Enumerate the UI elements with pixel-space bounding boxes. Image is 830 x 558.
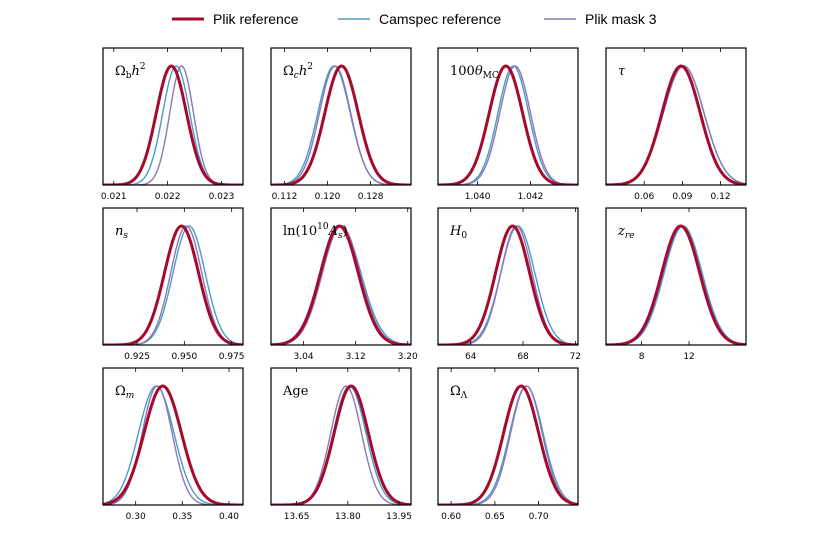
panel-frame [270,47,412,186]
x-tick-label: 0.021 [101,192,127,202]
x-tick-label: 1.040 [465,192,491,202]
x-tick-label: 0.023 [209,192,235,202]
posterior-curve [606,64,746,185]
panel-frame [437,207,579,346]
param-label: τ [618,64,626,79]
x-tick-label: 0.975 [219,352,245,362]
x-tick-label: 12 [683,352,694,362]
panel-frame [605,47,747,186]
x-tick-label: 0.128 [358,192,384,202]
x-tick-label: 8 [639,352,645,362]
panel: 3.04 3.12 3.20 ln(1010As) [270,207,418,362]
posterior-curve [606,225,746,345]
x-tick-label: 0.950 [171,352,197,362]
param-label: ln(1010As) [283,222,348,241]
x-tick-label: 0.06 [634,192,654,202]
posterior-curve [606,65,746,185]
x-tick-label: 1.042 [518,192,544,202]
posterior-curve [271,65,411,185]
posterior-curve [438,65,578,185]
legend-item: Camspec reference [338,11,501,27]
posterior-curve [271,225,411,345]
x-tick-label: 13.65 [284,512,310,522]
legend: Plik reference Camspec reference Plik mask… [172,11,657,27]
panel: 1.040 1.042 100θMC [437,47,579,202]
x-tick-label: 3.20 [398,352,418,362]
panel: 0.925 0.950 0.975 ns [102,207,245,362]
x-tick-label: 3.04 [294,352,314,362]
panel-frame [437,47,579,186]
posterior-curve [103,224,243,345]
panel-frame [102,47,244,186]
posterior-curve [606,225,746,345]
posterior-curve [438,65,578,185]
panel: 8 12 zre [605,207,747,362]
panel-frame [102,367,244,506]
param-label: H0 [449,224,467,241]
legend-item: Plik mask 3 [544,11,657,27]
x-tick-label: 0.65 [485,512,505,522]
legend-label: Plik reference [213,11,299,27]
param-label: Ωm [115,384,134,401]
posterior-curve [103,65,243,185]
legend-label: Camspec reference [379,11,501,27]
x-tick-label: 0.60 [441,512,461,522]
posterior-curve [438,64,578,185]
panel: 0.021 0.022 0.023 Ωbh2 [101,47,244,202]
panel-frame [437,367,579,506]
posterior-curve [103,64,243,185]
panel-frame [605,207,747,346]
posterior-curve [606,65,746,185]
param-label: ΩΛ [450,384,468,401]
x-tick-label: 3.12 [346,352,366,362]
x-tick-label: 72 [570,352,581,362]
x-tick-label: 13.80 [335,512,361,522]
legend-label: Plik mask 3 [585,11,657,27]
panel-frame [102,207,244,346]
posterior-curve [438,224,578,345]
posterior-curve [438,225,578,345]
x-tick-label: 0.35 [172,512,192,522]
x-tick-label: 0.09 [672,192,692,202]
posterior-curve [271,64,411,185]
posterior-curve [271,65,411,185]
param-label: Age [282,384,309,399]
x-tick-label: 13.95 [386,512,412,522]
panel: 0.112 0.120 0.128 Ωch2 [270,47,412,202]
posterior-curve [271,384,411,505]
posterior-curve [103,384,243,505]
posterior-curve [438,385,578,505]
x-tick-label: 64 [465,352,477,362]
panel: 0.30 0.35 0.40 Ωm [102,367,244,522]
legend-item: Plik reference [172,11,299,27]
panel: 0.06 0.09 0.12 τ [605,47,747,202]
x-tick-label: 0.70 [529,512,549,522]
posterior-curve [606,224,746,345]
x-tick-label: 0.925 [124,352,150,362]
x-tick-label: 0.120 [315,192,341,202]
x-tick-label: 0.40 [219,512,239,522]
param-label: zre [617,224,635,241]
param-label: Ωbh2 [115,62,146,81]
panel-frame [270,367,412,506]
posterior-curve [271,225,411,345]
param-label: ns [115,224,128,241]
param-label: 100θMC [450,64,499,81]
param-label: Ωch2 [283,62,313,81]
posterior-curve [271,224,411,345]
panel-frame [270,207,412,346]
panel: 0.60 0.65 0.70 ΩΛ [437,367,579,522]
panel: 13.65 13.80 13.95 Age [270,367,412,522]
x-tick-label: 0.12 [711,192,731,202]
posterior-curve [103,65,243,185]
x-tick-label: 68 [517,352,529,362]
x-tick-label: 0.112 [272,192,298,202]
x-tick-label: 0.022 [155,192,181,202]
panel: 64 68 72 H0 [437,207,581,362]
x-tick-label: 0.30 [126,512,146,522]
